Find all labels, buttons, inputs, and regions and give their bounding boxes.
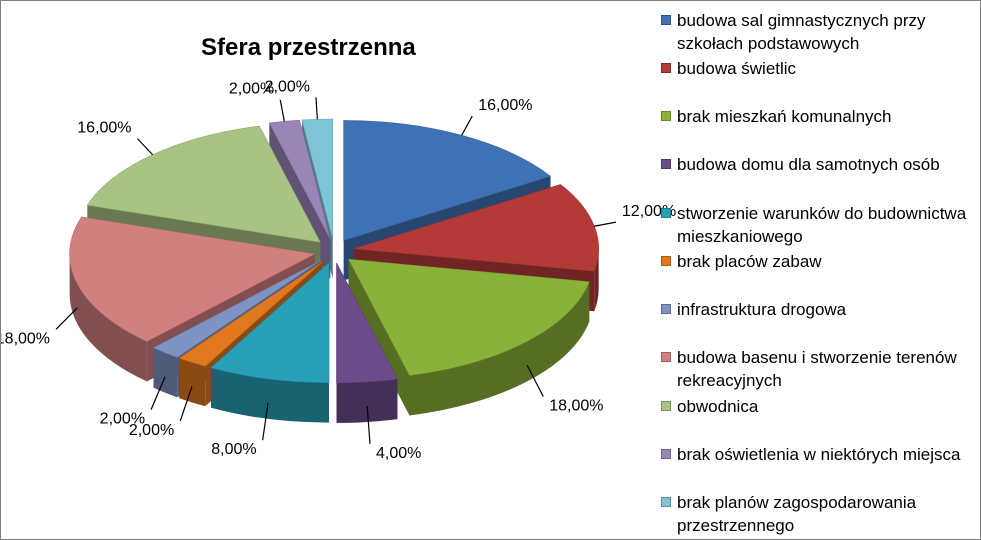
- leader-line: [137, 138, 154, 156]
- legend-label: obwodnica: [677, 397, 759, 416]
- pie-slice-side: [179, 358, 206, 407]
- data-label: 18,00%: [549, 397, 603, 414]
- leader-line: [461, 115, 473, 136]
- pie-slice-side: [336, 379, 398, 423]
- pie-slice-top: [336, 262, 398, 384]
- pie-slice-side: [153, 347, 178, 398]
- pie-slices: [69, 118, 599, 423]
- legend-label: brak oświetlenia w niektórych miejsca: [677, 445, 961, 464]
- legend-label: budowa sal gimnastycznych przy szkołach …: [677, 11, 926, 53]
- legend-item: brak placów zabaw: [661, 250, 976, 273]
- legend-label: budowa basenu i stworzenie terenów rekre…: [677, 348, 957, 390]
- pie-slice-top: [343, 120, 552, 241]
- leader-line: [366, 405, 371, 444]
- leader-line: [315, 97, 318, 120]
- legend-swatch: [661, 304, 671, 314]
- legend-label: infrastruktura drogowa: [677, 300, 847, 319]
- pie-slice-side: [69, 253, 147, 382]
- pie-slice-top: [268, 119, 331, 240]
- pie-slice-top: [86, 125, 321, 243]
- legend-swatch: [661, 159, 671, 169]
- leader-line: [526, 365, 544, 397]
- leader-line: [179, 386, 193, 422]
- legend-swatch: [661, 497, 671, 507]
- data-label: 16,00%: [478, 97, 532, 114]
- legend-swatch: [661, 401, 671, 411]
- legend-swatch: [661, 256, 671, 266]
- legend-item: brak mieszkań komunalnych: [661, 105, 976, 128]
- pie-slice-top: [152, 259, 322, 358]
- legend-label: budowa świetlic: [677, 59, 797, 78]
- legend-label: brak mieszkań komunalnych: [677, 107, 892, 126]
- data-label: 2,00%: [129, 422, 174, 439]
- legend-swatch: [661, 449, 671, 459]
- legend-label: brak placów zabaw: [677, 252, 822, 271]
- legend-item: stworzenie warunków do budownictwa miesz…: [661, 202, 976, 248]
- data-label: 2,00%: [100, 411, 145, 428]
- legend-item: budowa świetlic: [661, 57, 976, 80]
- legend-label: brak planów zagospodarowania przestrzenn…: [677, 493, 917, 535]
- legend-item: budowa basenu i stworzenie terenów rekre…: [661, 346, 976, 392]
- pie-slice-top: [178, 260, 324, 367]
- leader-line: [279, 99, 285, 122]
- legend-item: brak planów zagospodarowania przestrzenn…: [661, 491, 976, 537]
- pie-slice-top: [210, 261, 330, 383]
- legend-swatch: [661, 208, 671, 218]
- legend-label: budowa domu dla samotnych osób: [677, 155, 940, 174]
- data-labels: 16,00%12,00%18,00%4,00%8,00%2,00%2,00%18…: [1, 78, 676, 461]
- pie-slice: [336, 262, 398, 423]
- data-label: 2,00%: [229, 81, 274, 98]
- legend-label: stworzenie warunków do budownictwa miesz…: [677, 204, 967, 246]
- legend-item: infrastruktura drogowa: [661, 298, 976, 321]
- data-label: 4,00%: [376, 445, 421, 462]
- data-label: 18,00%: [1, 330, 50, 347]
- pie-slice: [210, 261, 330, 423]
- pie-slice-top: [301, 118, 334, 240]
- pie-slice-side: [210, 367, 330, 423]
- pie-slice-side: [594, 248, 599, 312]
- legend-item: obwodnica: [661, 395, 976, 418]
- legend-swatch: [661, 63, 671, 73]
- pie-slice-side: [409, 281, 590, 416]
- pie-slice-top: [69, 216, 316, 342]
- legend-swatch: [661, 111, 671, 121]
- chart-title: Sfera przestrzenna: [201, 34, 416, 61]
- data-label: 16,00%: [77, 120, 131, 137]
- legend-item: budowa domu dla samotnych osób: [661, 153, 976, 176]
- pie-slice-top: [348, 258, 590, 376]
- data-label: 8,00%: [211, 441, 256, 458]
- legend-swatch: [661, 15, 671, 25]
- legend-swatch: [661, 352, 671, 362]
- leader-line: [594, 221, 617, 227]
- pie-slice-top: [353, 184, 599, 272]
- legend-item: budowa sal gimnastycznych przy szkołach …: [661, 9, 976, 55]
- leader-line: [262, 402, 269, 441]
- leader-line: [55, 307, 78, 330]
- data-label: 2,00%: [265, 78, 310, 95]
- leader-line: [150, 376, 166, 410]
- legend-item: brak oświetlenia w niektórych miejsca: [661, 443, 976, 466]
